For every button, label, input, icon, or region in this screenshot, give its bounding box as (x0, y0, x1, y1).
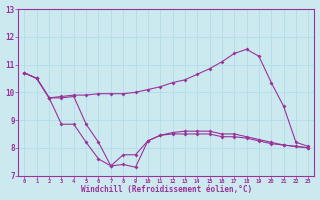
X-axis label: Windchill (Refroidissement éolien,°C): Windchill (Refroidissement éolien,°C) (81, 185, 252, 194)
